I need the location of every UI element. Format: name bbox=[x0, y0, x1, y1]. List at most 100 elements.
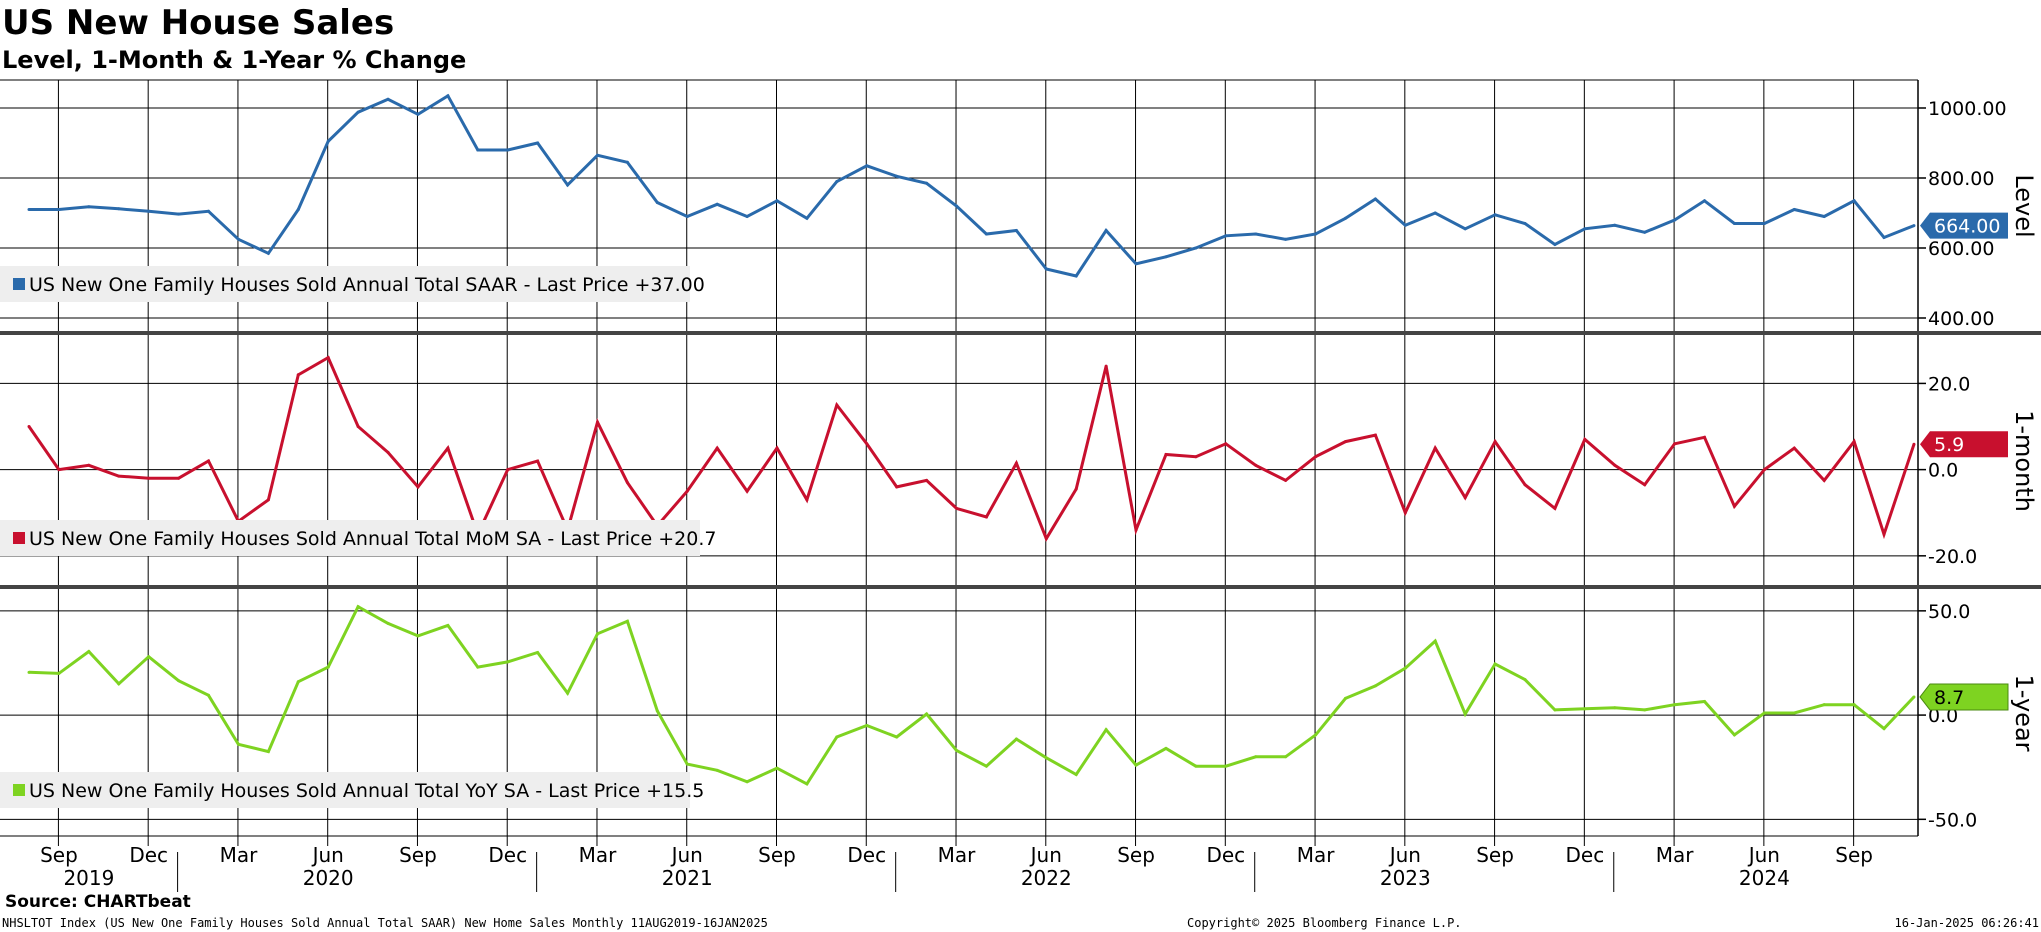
data-point-level bbox=[416, 112, 420, 116]
x-tick-label: Jun bbox=[1029, 843, 1062, 867]
data-point-level bbox=[177, 212, 181, 216]
series-line-level bbox=[29, 93, 1915, 278]
last-value-label: 5.9 bbox=[1934, 434, 1964, 456]
chart-subtitle: Level, 1-Month & 1-Year % Change bbox=[2, 46, 466, 74]
legend-label-month: US New One Family Houses Sold Annual Tot… bbox=[29, 528, 716, 550]
data-point-year bbox=[955, 749, 959, 753]
data-point-month bbox=[1822, 478, 1826, 482]
year-label: 2021 bbox=[662, 866, 713, 890]
data-point-year bbox=[1194, 764, 1198, 768]
data-point-level bbox=[1134, 262, 1138, 266]
data-point-month bbox=[1613, 463, 1617, 467]
data-point-year bbox=[147, 655, 151, 659]
data-point-level bbox=[1343, 216, 1347, 220]
data-point-level bbox=[296, 208, 300, 211]
x-tick-label: Dec bbox=[488, 843, 527, 867]
data-point-month bbox=[1194, 455, 1198, 459]
data-point-month bbox=[745, 489, 749, 493]
x-tick-label: Dec bbox=[1565, 843, 1604, 867]
data-point-year bbox=[1703, 700, 1707, 704]
data-point-year bbox=[1284, 755, 1288, 759]
data-point-year bbox=[1014, 737, 1018, 741]
data-point-level bbox=[1912, 224, 1916, 228]
data-point-level bbox=[1104, 229, 1108, 232]
data-point-month bbox=[1493, 440, 1497, 444]
data-point-year bbox=[745, 780, 749, 784]
series-line-month bbox=[27, 355, 1916, 542]
data-point-month bbox=[715, 446, 719, 450]
data-point-month bbox=[386, 450, 390, 454]
data-point-level bbox=[356, 110, 360, 114]
data-point-month bbox=[506, 468, 510, 472]
data-point-level bbox=[506, 148, 510, 152]
data-point-level bbox=[955, 204, 959, 208]
data-point-level bbox=[1224, 234, 1228, 238]
year-label: 2024 bbox=[1739, 866, 1790, 890]
y-tick-label: 800.00 bbox=[1928, 168, 1994, 190]
data-point-year bbox=[326, 665, 330, 669]
data-point-level bbox=[1643, 230, 1647, 234]
data-point-month bbox=[266, 498, 270, 502]
legend-box bbox=[0, 520, 700, 556]
data-point-level bbox=[1433, 211, 1437, 215]
data-point-year bbox=[57, 671, 61, 675]
data-point-level bbox=[87, 205, 91, 209]
data-point-month bbox=[1104, 364, 1108, 368]
data-point-year bbox=[625, 619, 629, 623]
data-point-year bbox=[1673, 703, 1677, 707]
grid-layer bbox=[0, 79, 2041, 837]
y-tick-label: 400.00 bbox=[1928, 308, 1994, 330]
data-point-month bbox=[1882, 532, 1886, 536]
data-point-month bbox=[1583, 437, 1587, 441]
data-point-month bbox=[1732, 504, 1736, 508]
data-point-year bbox=[984, 764, 988, 768]
data-point-level bbox=[805, 216, 809, 220]
data-point-level bbox=[984, 232, 988, 236]
data-point-year bbox=[207, 693, 211, 697]
chart-title: US New House Sales bbox=[2, 3, 394, 43]
y-tick-label: -20.0 bbox=[1928, 546, 1977, 568]
data-point-year bbox=[416, 634, 420, 638]
data-point-level bbox=[1882, 236, 1886, 239]
data-point-year bbox=[1912, 695, 1916, 699]
data-point-level bbox=[1164, 255, 1168, 259]
data-point-level bbox=[895, 174, 899, 178]
data-point-month bbox=[117, 474, 121, 478]
panel-month: 20.0 0.0 -20.0 5.9 1-month US New One Family … bbox=[0, 355, 2038, 568]
data-point-level bbox=[476, 148, 480, 152]
legend-box bbox=[0, 772, 690, 808]
data-point-month bbox=[296, 373, 300, 377]
data-point-year bbox=[1822, 703, 1826, 707]
data-point-level bbox=[236, 237, 240, 241]
data-point-month bbox=[1523, 483, 1527, 487]
data-point-year bbox=[805, 782, 809, 786]
data-point-month bbox=[1403, 511, 1407, 515]
data-point-level bbox=[207, 209, 211, 213]
data-point-year bbox=[1493, 662, 1497, 666]
x-tick-label: Sep bbox=[40, 843, 78, 867]
y-tick-label: 0.0 bbox=[1928, 705, 1958, 727]
last-value-badge-level bbox=[1920, 212, 2008, 239]
data-point-year bbox=[1523, 678, 1527, 682]
y-tick-label: 600.00 bbox=[1928, 238, 1994, 260]
data-point-year bbox=[925, 712, 929, 716]
data-point-month bbox=[1074, 487, 1078, 491]
data-point-month bbox=[1433, 446, 1437, 450]
source-label: Source: CHARTbeat bbox=[5, 892, 191, 912]
data-point-level bbox=[27, 208, 31, 211]
data-point-month bbox=[27, 425, 31, 429]
data-point-level bbox=[835, 180, 839, 183]
data-point-month bbox=[1014, 461, 1018, 465]
data-point-year bbox=[117, 682, 121, 686]
data-point-year bbox=[506, 660, 510, 664]
x-tick-label: Sep bbox=[1117, 843, 1155, 867]
legend-swatch bbox=[13, 278, 25, 290]
data-point-month bbox=[865, 442, 869, 446]
data-point-year bbox=[1224, 764, 1228, 768]
data-point-month bbox=[805, 498, 809, 502]
data-point-level bbox=[117, 207, 121, 211]
data-point-year bbox=[1343, 696, 1347, 700]
data-point-year bbox=[476, 665, 480, 669]
x-tick-label: Jun bbox=[1747, 843, 1780, 867]
data-point-level bbox=[147, 209, 151, 213]
